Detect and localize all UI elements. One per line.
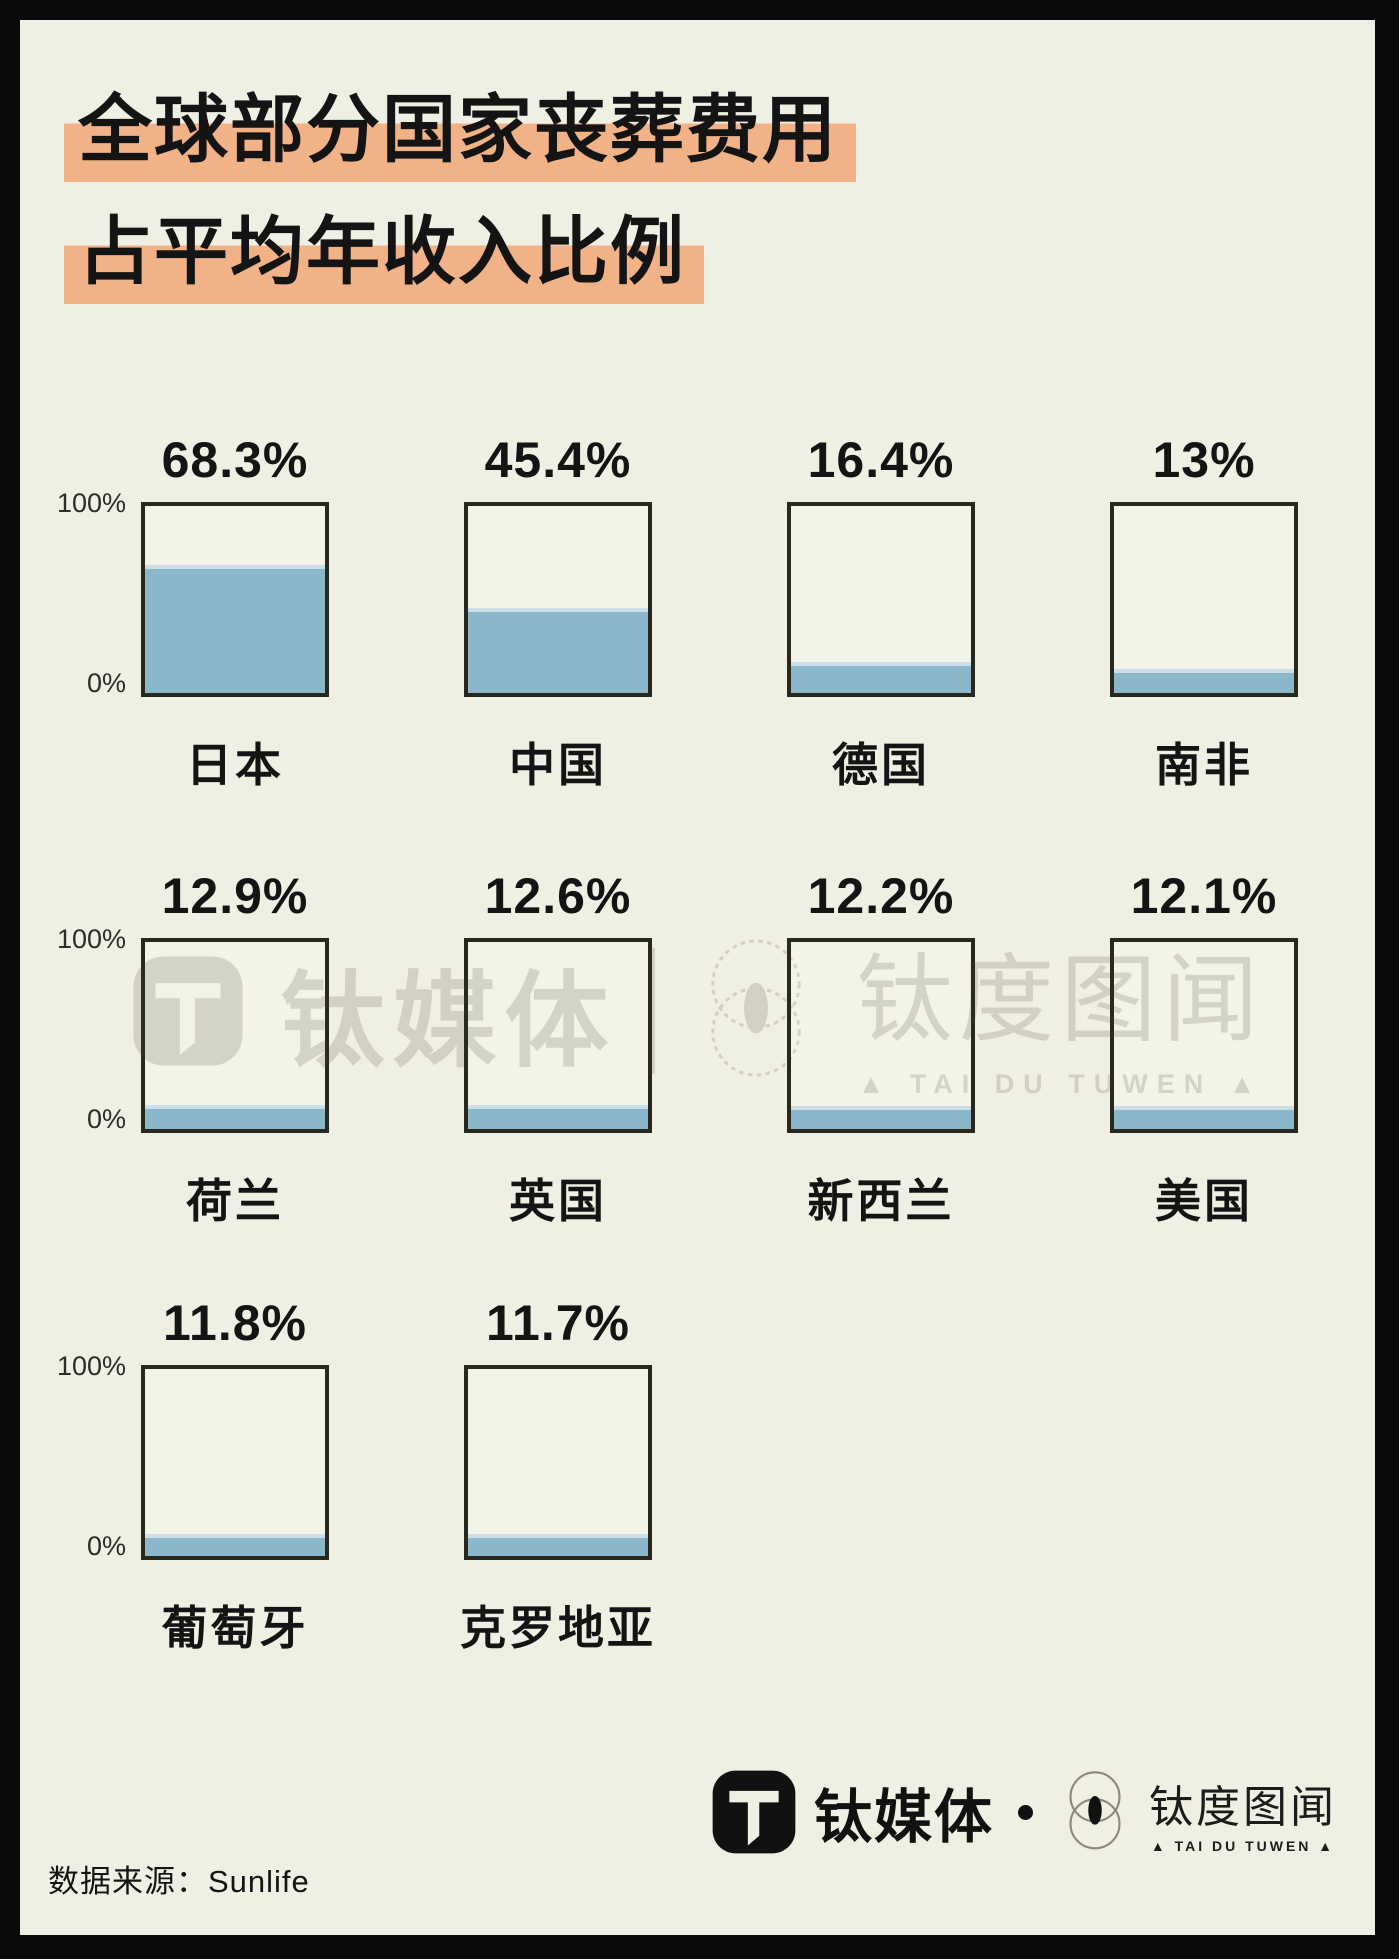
bar-chart-box [787, 502, 975, 697]
country-label: 荷兰 [186, 1175, 284, 1227]
chart-group: 12.6% 英国 [464, 854, 652, 1231]
country-label: 新西兰 [807, 1175, 955, 1227]
chart-group: 12.1% 美国 [1110, 854, 1298, 1231]
taidu-tuwen-eye-icon [1069, 1771, 1121, 1850]
bar-fill [791, 1106, 971, 1129]
chart-row-1-groups: 68.3% 日本 45.4% 中国 16.4% 德国 13% 南非 [141, 418, 1298, 795]
chart-group: 12.2% 新西兰 [787, 854, 975, 1231]
bar-chart-box [1110, 502, 1298, 697]
footer-brand2: 钛度图闻 [1149, 1782, 1337, 1832]
country-label: 日本 [186, 739, 284, 791]
bar-chart-box [464, 938, 652, 1133]
data-source: 数据来源：Sunlife [48, 1864, 310, 1899]
axis-label-0: 0% [86, 1531, 126, 1561]
bar-chart-box [464, 502, 652, 697]
bar-fill [1114, 1106, 1294, 1129]
bar-fill [145, 565, 325, 693]
axis-label-100: 100% [56, 488, 126, 518]
bar-value-label: 12.6% [484, 868, 632, 924]
axis-label-100: 100% [56, 924, 126, 954]
chart-group: 12.9% 荷兰 [141, 854, 329, 1231]
bar-value-label: 11.8% [162, 1295, 307, 1351]
bar-value-label: 12.9% [161, 868, 309, 924]
chart-group: 45.4% 中国 [464, 418, 652, 795]
chart-row-3: 100% 0% 11.8% 葡萄牙 11.7% 克罗地亚 [20, 1281, 1375, 1701]
dot-separator [1018, 1804, 1033, 1820]
footer-brands: 钛媒体 钛度图闻 ▲ TAI DU TUWEN ▲ [710, 1768, 1337, 1856]
bar-fill [1114, 668, 1294, 693]
chart-group: 11.7% 克罗地亚 [460, 1281, 653, 1658]
chart-row-1: 100% 0% 68.3% 日本 45.4% 中国 16.4% 德国 13% 南… [20, 418, 1375, 838]
bar-fill [468, 1534, 648, 1556]
bar-chart-box [141, 502, 329, 697]
country-label: 美国 [1155, 1175, 1253, 1227]
chart-group: 16.4% 德国 [787, 418, 975, 795]
page-title: 全球部分国家丧葬费用 占平均年收入比例 [64, 76, 856, 320]
title-line-2-text: 占平均年收入比例 [64, 198, 704, 306]
country-label: 中国 [509, 739, 607, 791]
bar-chart-box [141, 938, 329, 1133]
infographic-content: 全球部分国家丧葬费用 占平均年收入比例 100% 0% 68.3% 日本 45.… [20, 20, 1375, 1935]
bar-value-label: 45.4% [484, 432, 632, 488]
chart-row-2: 100% 0% 12.9% 荷兰 12.6% 英国 12.2% 新西兰 12.1… [20, 854, 1375, 1274]
bar-fill [468, 1105, 648, 1129]
bar-chart-box [787, 938, 975, 1133]
bar-chart-box [141, 1365, 329, 1560]
bar-value-label: 12.2% [807, 868, 955, 924]
bar-fill [145, 1104, 325, 1129]
bar-chart-box [464, 1365, 652, 1560]
country-label: 葡萄牙 [161, 1602, 309, 1654]
country-label: 南非 [1155, 739, 1253, 791]
footer-brand1: 钛媒体 [813, 1785, 994, 1850]
country-label: 德国 [832, 739, 930, 791]
axis-label-0: 0% [86, 1104, 126, 1134]
tmtpost-logo-icon [712, 1770, 796, 1854]
bar-chart-box [1110, 938, 1298, 1133]
axis-label-0: 0% [86, 668, 126, 698]
country-label: 英国 [509, 1175, 607, 1227]
bar-value-label: 16.4% [807, 432, 955, 488]
title-line-2: 占平均年收入比例 [64, 198, 856, 306]
bar-value-label: 11.7% [485, 1295, 630, 1351]
bar-value-label: 68.3% [161, 432, 309, 488]
bar-fill [791, 662, 971, 693]
chart-row-2-groups: 12.9% 荷兰 12.6% 英国 12.2% 新西兰 12.1% 美国 [141, 854, 1298, 1231]
country-label: 克罗地亚 [460, 1602, 656, 1654]
footer-brand2-block: 钛度图闻 ▲ TAI DU TUWEN ▲ [1149, 1771, 1337, 1854]
chart-group: 13% 南非 [1110, 418, 1298, 795]
title-line-1-text: 全球部分国家丧葬费用 [64, 76, 856, 184]
chart-row-3-groups: 11.8% 葡萄牙 11.7% 克罗地亚 [141, 1281, 653, 1658]
axis-label-100: 100% [56, 1351, 126, 1381]
bar-fill [145, 1533, 325, 1556]
chart-group: 11.8% 葡萄牙 [141, 1281, 329, 1658]
footer-brand2-tagline: ▲ TAI DU TUWEN ▲ [1150, 1837, 1336, 1854]
title-line-1: 全球部分国家丧葬费用 [64, 76, 856, 184]
bar-fill [468, 608, 648, 693]
chart-group: 68.3% 日本 [141, 418, 329, 795]
bar-value-label: 13% [1152, 432, 1256, 488]
bar-value-label: 12.1% [1130, 868, 1278, 924]
